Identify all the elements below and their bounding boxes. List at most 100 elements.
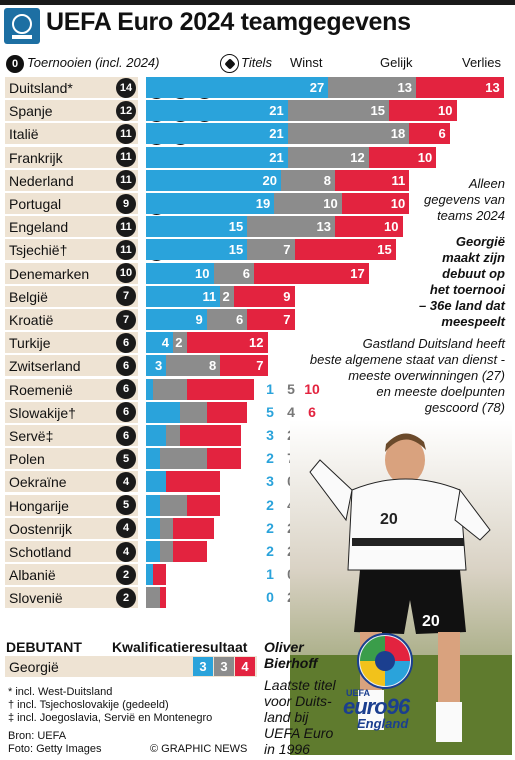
country-label: Servë‡ <box>9 428 54 444</box>
win-bar <box>146 448 160 470</box>
bierhoff-name: Oliver Bierhoff <box>264 639 317 671</box>
win-value: 0 <box>266 589 274 606</box>
bierhoff-caption-line: in 1996 <box>264 741 310 757</box>
win-bar: 21 <box>146 100 288 122</box>
note-only-2024: teams 2024 <box>437 208 505 223</box>
tournaments-badge: 6 <box>116 402 136 423</box>
win-value: 1 <box>266 380 274 397</box>
loss-bar <box>186 378 254 400</box>
row-background <box>5 216 138 238</box>
win-bar: 21 <box>146 123 288 145</box>
row-background <box>5 309 138 330</box>
draw-bar <box>179 401 207 423</box>
row-background <box>5 123 138 145</box>
draw-value: 4 <box>287 403 295 420</box>
draw-bar: 8 <box>166 355 221 377</box>
svg-text:20: 20 <box>422 613 440 630</box>
tournaments-badge: 5 <box>116 448 136 469</box>
loss-bar <box>179 425 241 446</box>
tournaments-badge: 12 <box>116 100 136 121</box>
debutant-draw: 3 <box>214 657 234 676</box>
footnote: * incl. West-Duitsland <box>8 686 113 698</box>
row-background <box>5 494 138 516</box>
row-background <box>5 401 138 423</box>
win-bar: 15 <box>146 216 248 238</box>
note-germany-record: Gastland Duitsland heeft <box>362 336 505 351</box>
note-georgia-debut: debuut op <box>442 266 505 281</box>
loss-bar <box>173 517 214 539</box>
bierhoff-last-name: Bierhoff <box>264 655 318 671</box>
loss-bar: 15 <box>294 239 396 261</box>
row-background <box>5 169 138 191</box>
draw-bar: 2 <box>220 285 234 307</box>
country-label: Kroatië <box>9 312 54 328</box>
draw-bar: 13 <box>328 77 416 98</box>
row-background <box>5 262 138 284</box>
country-label: Tsjechië† <box>9 242 68 259</box>
win-bar <box>146 564 153 586</box>
win-bar: 21 <box>146 146 288 168</box>
tournaments-badge: 4 <box>116 518 136 539</box>
copyright: © GRAPHIC NEWS <box>150 743 248 755</box>
football-icon <box>220 54 239 73</box>
loss-value: 6 <box>308 403 316 420</box>
loss-bar: 17 <box>254 262 369 284</box>
tournaments-badge: 4 <box>116 541 136 562</box>
win-bar: 19 <box>146 193 275 214</box>
tournaments-badge: 11 <box>116 216 136 237</box>
photo-credit: Foto: Getty Images <box>8 743 102 755</box>
country-label: Hongarije <box>9 497 69 514</box>
tournaments-badge: 11 <box>116 239 136 260</box>
note-georgia-debut: het toernooi <box>429 282 505 297</box>
win-bar: 3 <box>146 355 167 377</box>
loss-legend-label: Verlies <box>462 55 502 70</box>
loss-bar: 9 <box>233 285 295 307</box>
win-bar: 11 <box>146 285 221 307</box>
note-germany-record: en meeste doelpunten <box>376 384 505 399</box>
note-only-2024: gegevens van <box>424 192 505 207</box>
country-label: Roemenië <box>9 381 73 398</box>
win-bar: 4 <box>146 332 173 354</box>
draw-bar <box>159 541 173 562</box>
win-bar <box>146 401 180 423</box>
win-bar <box>146 494 160 516</box>
euro96-logo <box>352 632 418 690</box>
loss-bar <box>159 587 167 609</box>
win-value: 1 <box>266 566 274 583</box>
debutant-win: 3 <box>193 657 213 676</box>
tournaments-badge: 11 <box>116 170 136 191</box>
note-georgia-debut: – 36e land dat <box>419 298 505 313</box>
draw-bar: 10 <box>274 193 342 214</box>
country-label: Denemarken <box>9 265 90 282</box>
loss-value: 10 <box>304 380 320 397</box>
win-bar: 20 <box>146 169 281 191</box>
draw-value: 5 <box>287 380 295 397</box>
draw-bar: 13 <box>247 216 335 238</box>
country-label: Polen <box>9 451 45 468</box>
country-label: Engeland <box>9 219 69 236</box>
loss-bar <box>152 564 167 586</box>
note-germany-record: meeste overwinningen (27) <box>348 368 505 383</box>
country-label: Turkije <box>9 335 51 352</box>
loss-bar: 10 <box>368 146 437 168</box>
row-background <box>5 285 138 307</box>
country-label: Portugal <box>9 196 62 212</box>
titles-legend-label: Titels <box>241 55 272 70</box>
tournaments-legend-badge: 0 <box>6 55 24 73</box>
source-credit: Bron: UEFA <box>8 730 67 742</box>
draw-bar <box>159 517 173 539</box>
note-germany-record: gescoord (78) <box>424 400 505 415</box>
country-label: Slovenië <box>9 590 63 607</box>
row-background <box>5 332 138 354</box>
debutant-loss: 4 <box>235 657 255 676</box>
loss-bar <box>206 448 241 470</box>
draw-bar <box>152 378 187 400</box>
note-georgia-debut: Georgië <box>455 234 505 249</box>
win-legend-label: Winst <box>290 55 323 70</box>
row-background <box>5 146 138 168</box>
bierhoff-caption-line: land bij <box>264 709 309 725</box>
loss-bar: 6 <box>409 123 450 145</box>
win-bar: 9 <box>146 309 207 330</box>
tournaments-badge: 11 <box>116 123 136 144</box>
note-georgia-debut: maakt zijn <box>442 250 505 265</box>
